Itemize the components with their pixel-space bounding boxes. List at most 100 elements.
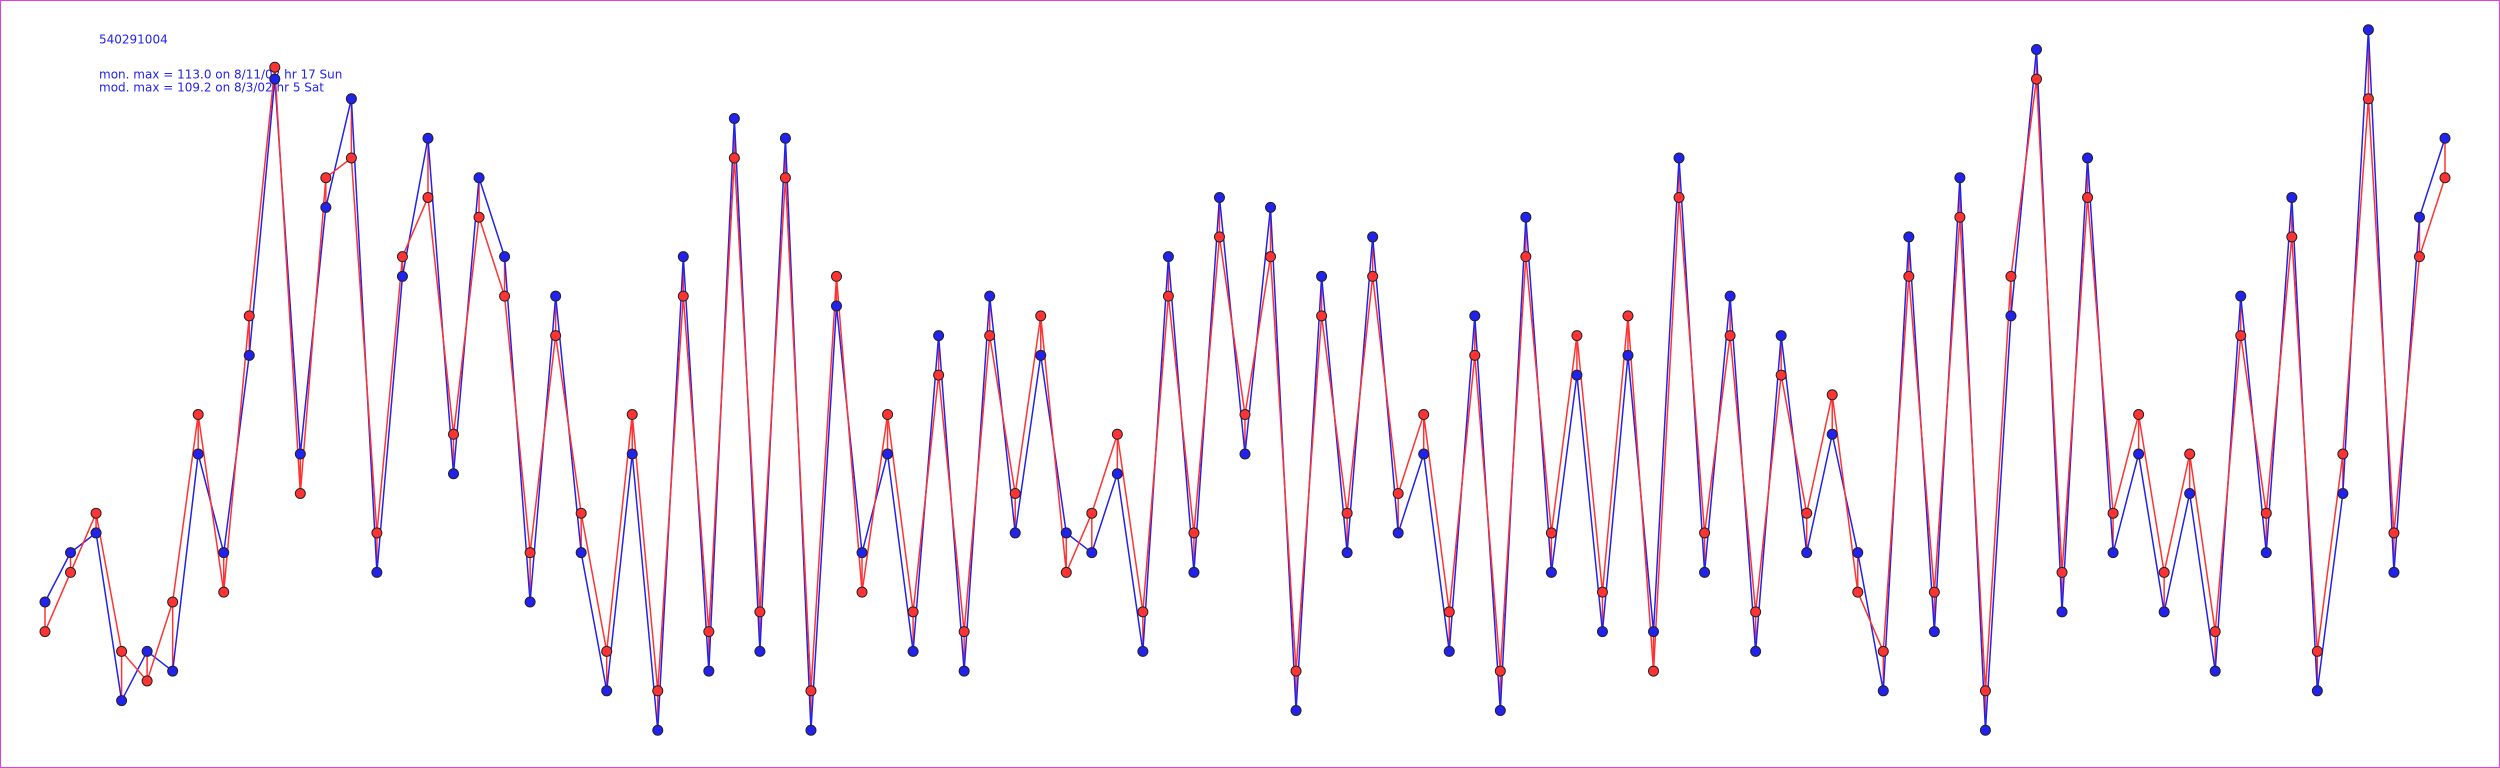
point [1213, 191, 1225, 203]
point [1469, 349, 1481, 361]
point [473, 172, 485, 184]
point [779, 172, 791, 184]
point [499, 251, 511, 263]
point [1188, 566, 1200, 578]
point [1316, 310, 1328, 322]
point [2286, 191, 2298, 203]
point [396, 270, 408, 282]
point [703, 665, 715, 677]
point [1903, 231, 1915, 243]
point [882, 409, 894, 421]
point [626, 409, 638, 421]
point [243, 310, 255, 322]
point [2439, 132, 2451, 144]
point [2030, 43, 2042, 55]
point [882, 448, 894, 460]
point [90, 507, 102, 519]
point [2082, 152, 2094, 164]
point [2005, 270, 2017, 282]
point [1341, 507, 1353, 519]
point [192, 409, 204, 421]
point [1699, 566, 1711, 578]
point [984, 290, 996, 302]
point [1545, 527, 1557, 539]
point [703, 626, 715, 638]
point [805, 724, 817, 736]
point [1852, 586, 1864, 598]
point [1826, 389, 1838, 401]
point [1673, 191, 1685, 203]
point [1086, 507, 1098, 519]
point [2413, 251, 2425, 263]
point [1290, 705, 1302, 717]
point [1648, 665, 1660, 677]
point [1341, 547, 1353, 559]
point [601, 645, 613, 657]
point [1648, 626, 1660, 638]
point [1265, 251, 1277, 263]
point [2362, 93, 2374, 105]
point [1596, 586, 1608, 598]
point [1928, 626, 1940, 638]
point [1469, 310, 1481, 322]
point [1188, 527, 1200, 539]
point [1622, 349, 1634, 361]
point [1162, 251, 1174, 263]
point [141, 675, 153, 687]
point [1494, 705, 1506, 717]
point [754, 606, 766, 618]
point [1009, 527, 1021, 539]
chart-title: 540291004 [99, 33, 168, 47]
point [1239, 409, 1251, 421]
point [2107, 507, 2119, 519]
point [2260, 547, 2272, 559]
point [65, 566, 77, 578]
point [422, 132, 434, 144]
point [1545, 566, 1557, 578]
point [550, 290, 562, 302]
point [524, 547, 536, 559]
point [294, 487, 306, 499]
point [90, 527, 102, 539]
point [218, 586, 230, 598]
point [984, 330, 996, 342]
point [1596, 626, 1608, 638]
point [1443, 645, 1455, 657]
point [728, 152, 740, 164]
point [1137, 606, 1149, 618]
point [1571, 330, 1583, 342]
point [1035, 349, 1047, 361]
point [1775, 369, 1787, 381]
point [2107, 547, 2119, 559]
point [141, 645, 153, 657]
point [1137, 645, 1149, 657]
point [1418, 409, 1430, 421]
point [2133, 409, 2145, 421]
point [1494, 665, 1506, 677]
point [396, 251, 408, 263]
point [2439, 172, 2451, 184]
point [2260, 507, 2272, 519]
point [39, 626, 51, 638]
point [1877, 685, 1889, 697]
point [2388, 527, 2400, 539]
point [1111, 468, 1123, 480]
point [652, 724, 664, 736]
point [1826, 428, 1838, 440]
annotation: mon. max = 113.0 on 8/11/02 hr 17 Sun [99, 68, 342, 82]
point [2286, 231, 2298, 243]
point [2133, 448, 2145, 460]
point [1239, 448, 1251, 460]
point [2184, 487, 2196, 499]
point [1265, 201, 1277, 213]
point [2337, 487, 2349, 499]
point [192, 448, 204, 460]
point [601, 685, 613, 697]
point [65, 547, 77, 559]
point [167, 665, 179, 677]
point [499, 290, 511, 302]
point [167, 596, 179, 608]
point [371, 527, 383, 539]
point [907, 606, 919, 618]
